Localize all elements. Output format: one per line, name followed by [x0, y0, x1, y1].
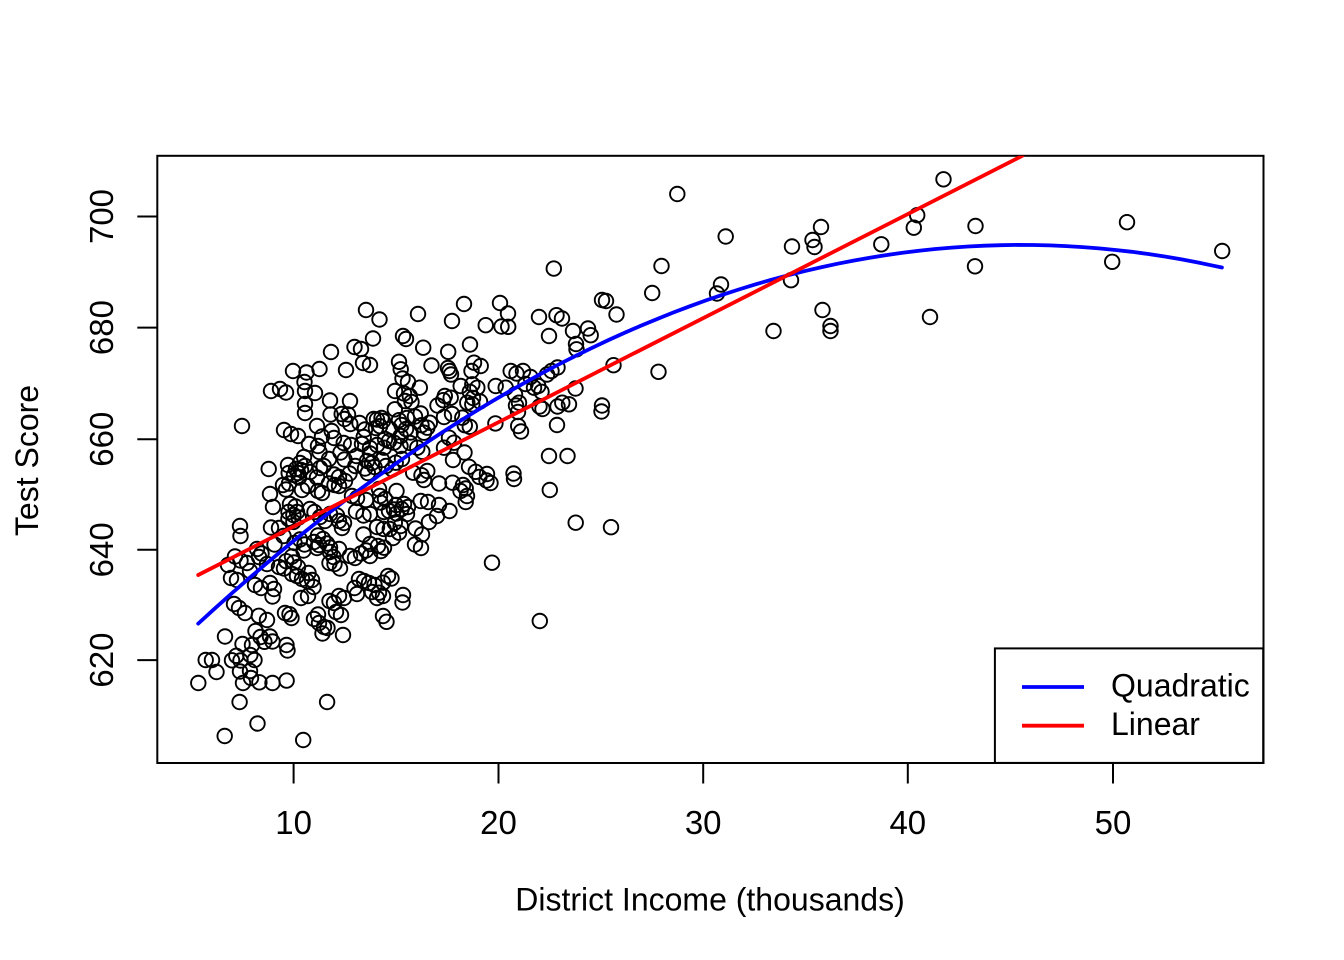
svg-text:680: 680: [83, 300, 120, 355]
svg-text:40: 40: [889, 804, 926, 841]
svg-text:640: 640: [83, 522, 120, 577]
svg-text:30: 30: [685, 804, 722, 841]
svg-text:Linear: Linear: [1111, 706, 1200, 742]
svg-text:50: 50: [1095, 804, 1132, 841]
svg-text:District Income (thousands): District Income (thousands): [515, 882, 904, 918]
svg-text:20: 20: [480, 804, 517, 841]
svg-text:620: 620: [83, 633, 120, 688]
svg-text:660: 660: [83, 412, 120, 467]
svg-text:Quadratic: Quadratic: [1111, 668, 1250, 704]
svg-text:Test Score: Test Score: [9, 385, 45, 536]
svg-text:700: 700: [83, 189, 120, 244]
svg-text:10: 10: [275, 804, 312, 841]
